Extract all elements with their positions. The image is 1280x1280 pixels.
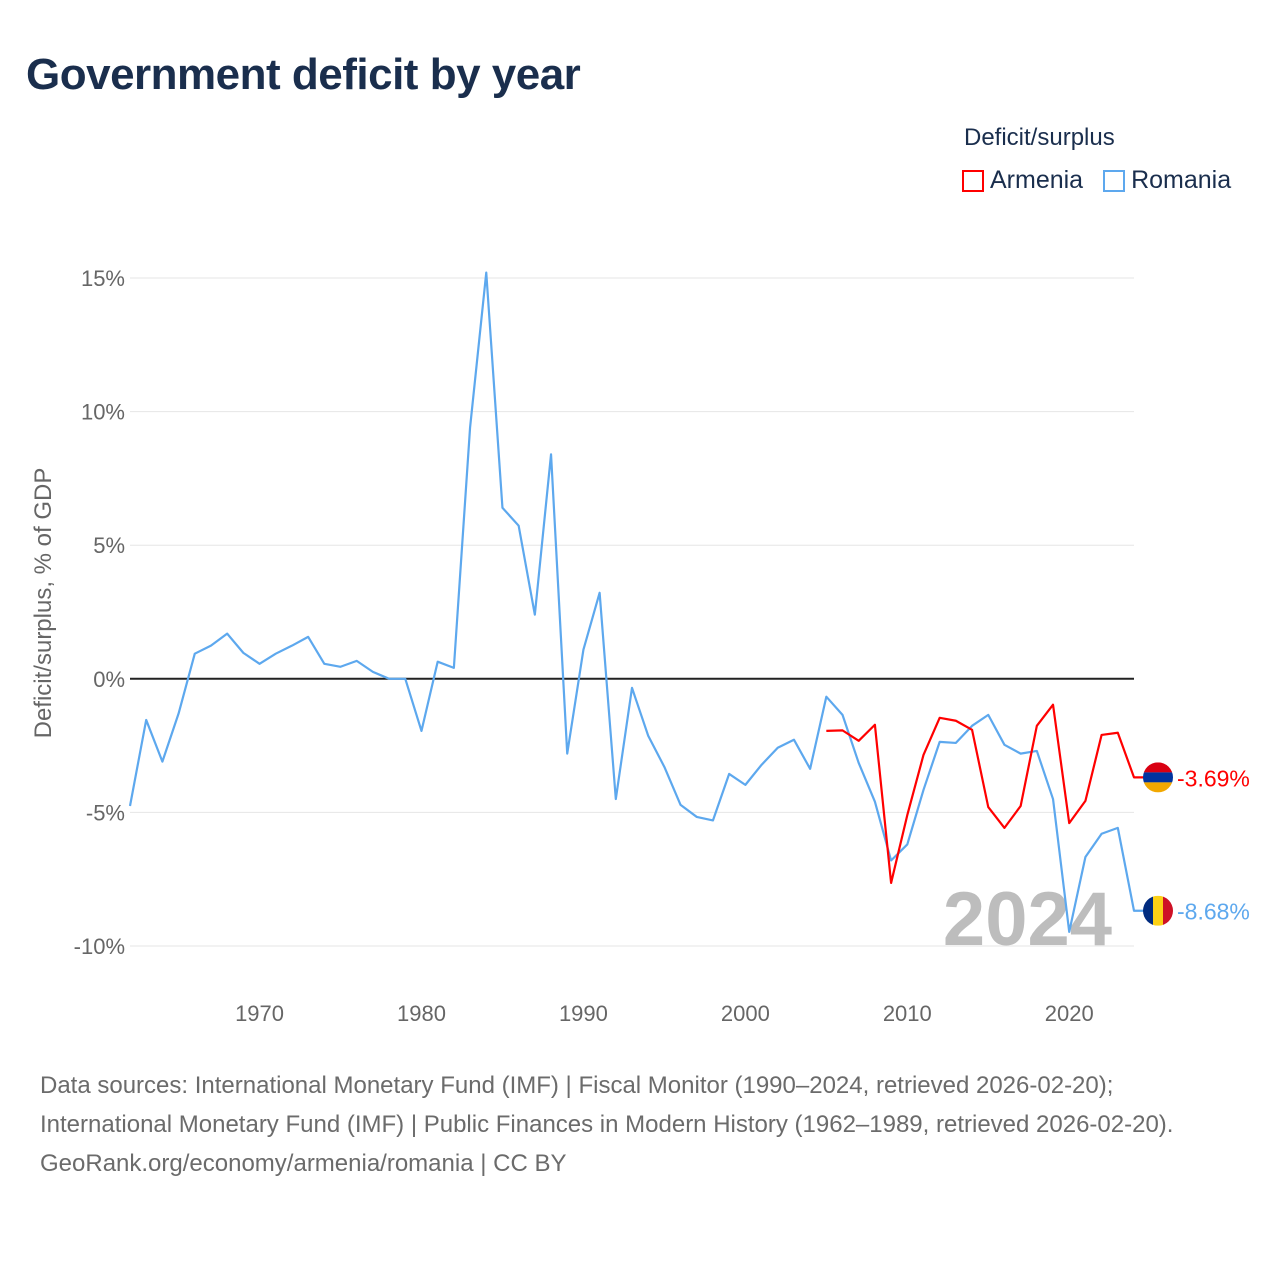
legend-label: Romania: [1131, 166, 1232, 194]
series-line-armenia[interactable]: [826, 703, 1144, 885]
credit-link[interactable]: GeoRank.org/economy/armenia/romania | CC…: [40, 1150, 567, 1177]
series-line-romania[interactable]: [128, 271, 1144, 933]
y-axis-label: Deficit/surplus, % of GDP: [30, 468, 57, 739]
footer: Data sources: International Monetary Fun…: [40, 1066, 1240, 1183]
y-tick-label: 0%: [93, 667, 125, 692]
legend-swatch-romania: [1103, 169, 1126, 192]
y-tick-label: -5%: [86, 800, 125, 825]
flag-romania-icon: [1143, 895, 1173, 926]
flag-armenia-icon: [1143, 762, 1173, 793]
x-tick-label: 1970: [235, 1001, 284, 1026]
y-tick-label: 5%: [93, 533, 125, 558]
data-sources: Data sources: International Monetary Fun…: [40, 1072, 1174, 1138]
x-tick-label: 2010: [883, 1001, 932, 1026]
x-tick-label: 1980: [397, 1001, 446, 1026]
legend-label: Armenia: [990, 166, 1084, 194]
y-tick-label: 10%: [81, 400, 125, 425]
year-watermark: 2024: [943, 877, 1112, 962]
end-value-label: -8.68%: [1177, 899, 1250, 925]
plot-area: 15% 10% 5% 0% -5% -10% 1970 1980 1990 2000 2010 202…: [30, 266, 1250, 1026]
legend-item-romania[interactable]: Romania: [1103, 166, 1231, 195]
y-tick-label: 15%: [81, 266, 125, 291]
legend-swatch-armenia: [962, 169, 984, 192]
y-tick-label: -10%: [74, 934, 125, 959]
legend-title: Deficit/surplus: [964, 124, 1115, 151]
x-tick-label: 1990: [559, 1001, 608, 1026]
x-tick-label: 2020: [1045, 1001, 1094, 1026]
x-tick-label: 2000: [721, 1001, 770, 1026]
legend: Armenia Romania: [962, 166, 1231, 195]
legend-item-armenia[interactable]: Armenia: [962, 166, 1083, 195]
end-value-label: -3.69%: [1177, 765, 1250, 791]
page-title: Government deficit by year: [26, 50, 581, 99]
